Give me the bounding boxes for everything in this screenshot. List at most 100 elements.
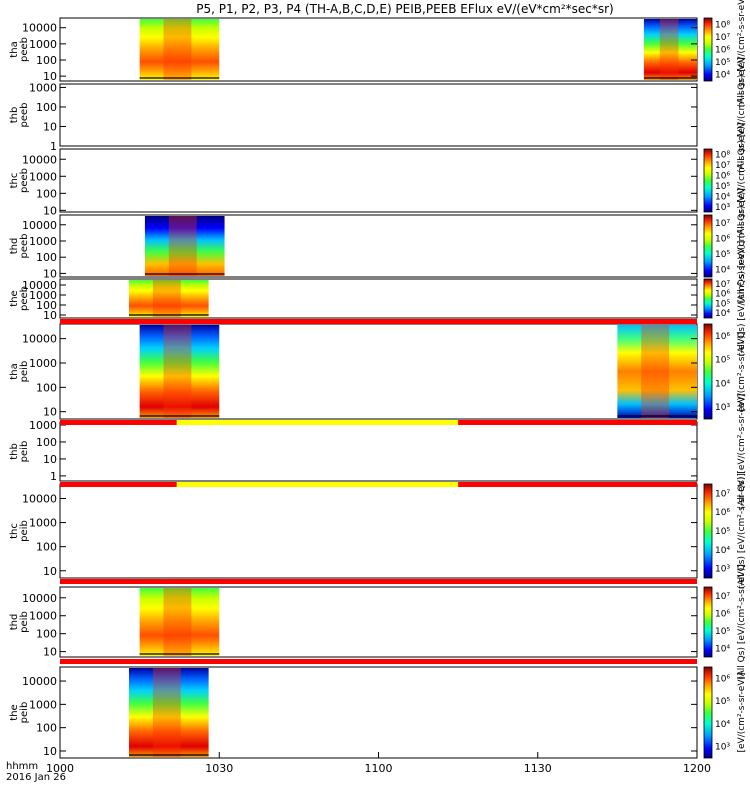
colorbar-tick-label: 10⁶ xyxy=(715,332,730,342)
y-tick-label: 10 xyxy=(43,406,57,419)
colorbar-tick-label: 10⁷ xyxy=(715,161,730,171)
colorbar-tick-label: 10⁴ xyxy=(715,720,730,730)
colorbar-tick-label: 10⁴ xyxy=(715,265,730,275)
y-tick-label: 1000 xyxy=(29,610,57,623)
colorbar-tick-label: 10⁶ xyxy=(715,508,730,518)
y-axis-label: thb xyxy=(9,443,20,460)
colorbar-label: (All Qs) [eV/(cm²-s-sr-eV)] xyxy=(737,57,747,173)
mode-bar-segment xyxy=(60,659,697,664)
spectrogram-core xyxy=(641,325,670,418)
x-tick-label: 1200 xyxy=(683,762,711,775)
colorbar-tick-label: 10⁴ xyxy=(715,309,730,319)
y-axis-label: thd xyxy=(9,238,20,255)
y-axis-label: thc xyxy=(9,523,20,539)
y-tick-label: 1000 xyxy=(29,698,57,711)
spectrogram-core xyxy=(168,216,197,276)
panel-thb_peib: 1 10 100 1000 thb peib (All Qs) [eV/(cm²-s-sr-… xyxy=(9,394,747,510)
colorbar xyxy=(703,483,713,579)
y-tick-label: 10 xyxy=(43,745,57,758)
y-tick-label: 10000 xyxy=(22,492,57,505)
y-axis-label: peib xyxy=(19,702,30,724)
colorbar-tick-label: 10⁵ xyxy=(715,250,730,260)
y-axis-label: peeb xyxy=(19,168,30,193)
y-tick-label: 10 xyxy=(43,70,57,83)
x-tick-label: 1000 xyxy=(46,762,74,775)
y-tick-label: 1000 xyxy=(29,289,57,302)
y-axis-label: tha xyxy=(9,41,20,57)
colorbar-label: (All Qs) [eV/(cm²-s-sr-eV)] xyxy=(737,473,747,589)
y-tick-label: 100 xyxy=(36,54,57,67)
mode-bar xyxy=(60,319,697,324)
x-axis-label: hhmm xyxy=(6,761,38,772)
y-tick-label: 10000 xyxy=(22,22,57,35)
colorbar-tick-label: 10⁵ xyxy=(715,627,730,637)
y-tick-label: 1 xyxy=(50,140,57,153)
y-axis-label: the xyxy=(9,704,20,720)
spectrogram-block xyxy=(129,668,209,757)
colorbar-label: (All Qs) [eV/(cm²-s-sr-eV)] xyxy=(737,123,747,239)
colorbar-tick-label: 10⁵ xyxy=(715,697,730,707)
y-tick-label: 1 xyxy=(50,470,57,483)
y-tick-label: 100 xyxy=(36,251,57,264)
spectrogram-core xyxy=(152,280,181,317)
y-tick-label: 10000 xyxy=(22,279,57,292)
colorbar xyxy=(703,214,713,278)
mode-bar xyxy=(60,420,697,425)
colorbar-tick-label: 10⁶ xyxy=(715,234,730,244)
colorbar-tick-label: 10⁴ xyxy=(715,644,730,654)
y-tick-label: 1000 xyxy=(29,235,57,248)
x-tick-label: 1030 xyxy=(205,762,233,775)
spectrogram-block xyxy=(617,325,697,418)
spectrogram-block xyxy=(139,588,220,656)
y-tick-label: 1000 xyxy=(29,38,57,51)
y-axis-label: peib xyxy=(19,441,30,463)
y-axis-label: thd xyxy=(9,614,20,631)
panel-frame xyxy=(59,421,698,482)
y-tick-label: 10 xyxy=(43,267,57,280)
colorbar xyxy=(703,323,713,420)
colorbar-tick-label: 10⁷ xyxy=(715,219,730,229)
colorbar-label: [eV/(cm²-s-sr-eV)] xyxy=(737,331,747,411)
colorbar-label: (All Qs) [eV/(cm²-s-sr-eV)] xyxy=(737,564,747,680)
y-axis-label: peib xyxy=(19,361,30,383)
mode-bar-group xyxy=(60,319,697,664)
mode-bar-segment xyxy=(60,579,697,584)
colorbar-tick-label: 10⁶ xyxy=(715,674,730,684)
y-tick-label: 1000 xyxy=(29,419,57,432)
y-tick-label: 10000 xyxy=(22,592,57,605)
colorbar-tick-label: 10⁷ xyxy=(715,489,730,499)
mode-bar-segment xyxy=(458,420,697,425)
y-tick-label: 100 xyxy=(36,628,57,641)
colorbar-tick-label: 10⁵ xyxy=(715,299,730,309)
colorbar-tick-label: 10⁷ xyxy=(715,280,730,290)
colorbar-tick-label: 10⁶ xyxy=(715,290,730,300)
y-tick-label: 100 xyxy=(36,722,57,735)
y-axis-label: thc xyxy=(9,173,20,189)
colorbar-tick-label: 10⁴ xyxy=(715,546,730,556)
y-tick-label: 1000 xyxy=(29,170,57,183)
mode-bar-segment xyxy=(60,319,697,324)
colorbar xyxy=(703,666,713,759)
colorbar-tick-label: 10⁶ xyxy=(715,609,730,619)
y-axis-label: peeb xyxy=(19,234,30,259)
colorbar-tick-label: 10⁵ xyxy=(715,527,730,537)
panel-thb_peeb: 1 10 100 1000 thb peeb (All Qs) [eV/(cm²-s-sr-… xyxy=(9,57,747,173)
mode-bar-segment xyxy=(176,482,459,487)
y-axis-label: peeb xyxy=(19,103,30,128)
x-tick-label: 1100 xyxy=(365,762,393,775)
y-tick-label: 1000 xyxy=(29,517,57,530)
y-tick-label: 100 xyxy=(36,187,57,200)
y-tick-label: 10000 xyxy=(22,153,57,166)
colorbar-tick-label: 10⁸ xyxy=(715,150,730,160)
colorbar-tick-label: 10⁷ xyxy=(715,33,730,43)
colorbar xyxy=(703,278,713,319)
mode-bar xyxy=(60,579,697,584)
y-axis-label: peeb xyxy=(19,37,30,62)
